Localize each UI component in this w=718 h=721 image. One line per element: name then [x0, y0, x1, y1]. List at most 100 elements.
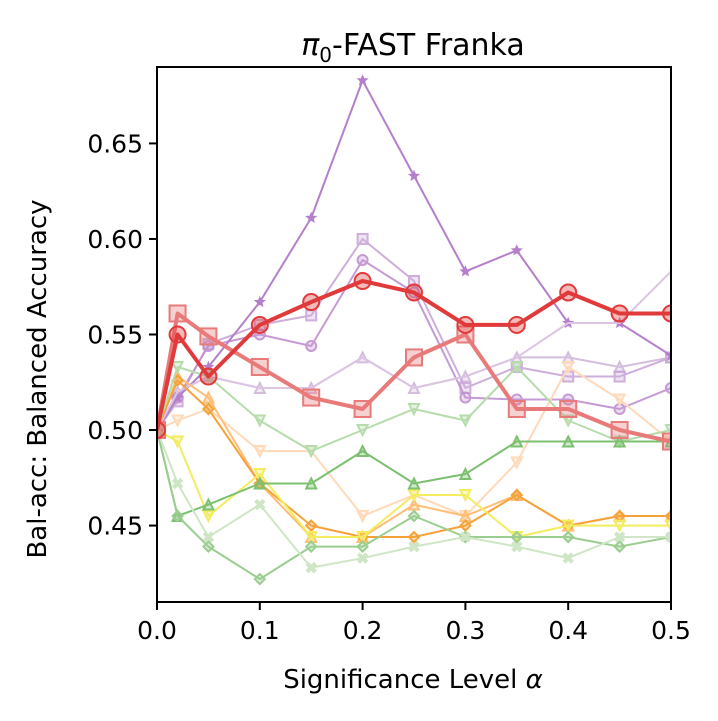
series-8-point-9 [561, 519, 575, 533]
y-tick-label: 0.45 [87, 512, 143, 541]
series-10-point-5 [355, 443, 370, 458]
series-11-point-2 [201, 540, 215, 554]
series-5-point-5 [355, 510, 370, 524]
series-9-point-8 [510, 360, 524, 375]
x-tick-label: 0.0 [137, 616, 177, 645]
series-8-point-6 [407, 489, 421, 503]
series-13-point-10 [610, 421, 629, 440]
series-13-point-11 [662, 432, 671, 451]
series-13-point-5 [353, 400, 372, 419]
series-3-point-4 [305, 211, 318, 224]
series-10-point-6 [407, 476, 421, 490]
series-11-point-1 [171, 509, 184, 523]
series-11-point-5 [356, 540, 370, 554]
series-6-point-6 [407, 497, 421, 511]
y-tick-label: 0.50 [87, 416, 143, 445]
series-9-point-3 [253, 414, 267, 428]
series-14-point-4 [302, 293, 321, 312]
series-6-point-2 [201, 390, 216, 404]
series-13 [157, 304, 671, 451]
series-13-point-3 [250, 357, 269, 376]
series-12-point-6 [408, 540, 420, 553]
y-tick-label: 0.65 [87, 129, 143, 158]
series-11-point-4 [304, 540, 318, 554]
series-12-point-4 [305, 561, 317, 574]
series-11-point-10 [613, 540, 627, 554]
series-8-point-2 [201, 510, 216, 524]
series-9-point-6 [407, 403, 421, 417]
series-12-point-10 [613, 531, 626, 543]
series-8-point-11 [664, 519, 671, 533]
series-9-point-1 [170, 360, 185, 375]
series-13-point-2 [199, 327, 218, 346]
series-5-point-10 [612, 393, 627, 407]
series-14-point-1 [168, 325, 187, 344]
series-0-point-10 [612, 359, 627, 373]
series-12-point-7 [459, 531, 472, 543]
series-12-point-5 [356, 552, 369, 564]
series-14-point-0 [157, 421, 166, 440]
series-14-point-6 [405, 283, 423, 302]
series-13-point-1 [168, 304, 187, 323]
series-5-line [157, 366, 671, 517]
series-8-point-7 [458, 489, 473, 503]
series-14-point-9 [559, 283, 578, 302]
series-10-point-9 [561, 434, 575, 448]
series-7-point-4 [304, 519, 318, 532]
series-3-line [157, 79, 671, 431]
series-12 [157, 424, 671, 574]
series-8-point-5 [355, 531, 370, 545]
series-10-point-8 [510, 434, 524, 448]
x-axis-label: Significance Level α [283, 665, 543, 695]
series-10-point-10 [612, 434, 627, 448]
series-5-point-1 [170, 414, 185, 428]
series-10-line [157, 429, 671, 517]
series-12-point-2 [202, 531, 215, 543]
series-9-point-5 [355, 424, 370, 438]
series-12-line [157, 429, 671, 569]
series-8-point-4 [304, 531, 318, 545]
series-13-point-9 [559, 400, 578, 419]
y-tick-label: 0.60 [87, 225, 143, 254]
series-1-point-5 [356, 232, 369, 245]
series-3-point-11 [664, 349, 671, 361]
series-10-point-7 [458, 466, 473, 480]
series-7-point-6 [407, 530, 421, 544]
series-2-point-4 [305, 339, 318, 352]
series-9-point-7 [458, 414, 473, 428]
series-1-point-6 [408, 275, 420, 287]
series-3-point-1 [171, 391, 184, 403]
axes-layer: 0.0 0.1 0.2 0.3 0.4 0.5 0.45 0.50 0.55 0.60 0.65 [87, 66, 691, 645]
series-2-point-5 [356, 253, 369, 266]
series-3-point-5 [356, 74, 369, 86]
series-7-point-11 [664, 509, 671, 523]
series-11-point-6 [407, 509, 421, 523]
series-12-point-1 [171, 477, 184, 490]
series-11-line [157, 429, 671, 581]
series-12-point-8 [511, 540, 523, 553]
series-3-point-8 [510, 244, 523, 256]
series-2-point-7 [459, 391, 472, 404]
series-12-point-11 [665, 531, 671, 543]
series-11-point-8 [510, 530, 524, 544]
series-2-point-11 [665, 382, 671, 394]
series-layer [157, 74, 671, 586]
series-3-point-7 [459, 265, 472, 277]
series-14-point-11 [662, 304, 671, 323]
series-9-line [157, 366, 671, 453]
series-13-point-8 [507, 400, 526, 419]
series-14 [157, 272, 671, 440]
series-14-point-3 [250, 315, 269, 334]
series-11-point-9 [561, 530, 575, 544]
series-14-point-7 [456, 315, 475, 334]
y-axis-label: Bal-acc: Balanced Accuracy [23, 199, 53, 558]
series-14-point-10 [610, 304, 629, 323]
series-3-point-6 [407, 169, 421, 182]
series-10-point-4 [304, 476, 318, 490]
chart-title: π0-FAST Franka [301, 28, 525, 67]
series-14-point-2 [199, 367, 218, 386]
series-10-point-3 [253, 476, 267, 490]
series-14-point-5 [353, 272, 372, 290]
series-1-point-10 [613, 370, 626, 383]
series-8 [157, 424, 671, 545]
